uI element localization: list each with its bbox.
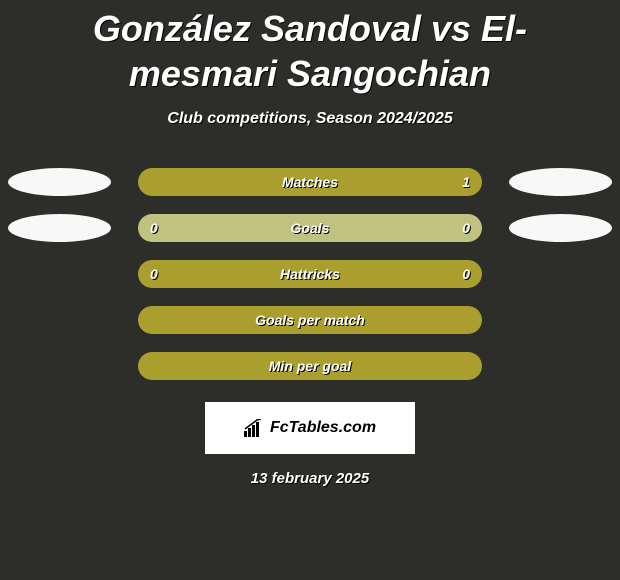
player-left-pill — [8, 168, 111, 196]
player-right-pill — [509, 168, 612, 196]
stat-value-right: 1 — [462, 168, 470, 196]
stat-row-matches: Matches 1 — [0, 168, 620, 196]
stat-label: Goals — [291, 220, 330, 236]
stat-bar: 0 Goals 0 — [138, 214, 482, 242]
stats-container: Matches 1 0 Goals 0 0 Hattricks 0 Goals … — [0, 168, 620, 380]
stat-bar: Min per goal — [138, 352, 482, 380]
page-subtitle: Club competitions, Season 2024/2025 — [0, 110, 620, 128]
stat-bar: Goals per match — [138, 306, 482, 334]
page-title: González Sandoval vs El-mesmari Sangochi… — [0, 0, 620, 96]
stat-value-right: 0 — [462, 214, 470, 242]
stat-label: Hattricks — [280, 266, 340, 282]
player-right-pill — [509, 214, 612, 242]
brand-text: FcTables.com — [270, 419, 376, 437]
stat-row-goals-per-match: Goals per match — [0, 306, 620, 334]
stat-label: Min per goal — [269, 358, 351, 374]
stat-row-min-per-goal: Min per goal — [0, 352, 620, 380]
stat-value-right: 0 — [462, 260, 470, 288]
player-left-pill — [8, 214, 111, 242]
stat-bar: 0 Hattricks 0 — [138, 260, 482, 288]
stat-row-hattricks: 0 Hattricks 0 — [0, 260, 620, 288]
stat-value-left: 0 — [150, 214, 158, 242]
stat-label: Goals per match — [255, 312, 365, 328]
chart-icon — [244, 419, 266, 437]
brand-logo: FcTables.com — [205, 402, 415, 454]
stat-row-goals: 0 Goals 0 — [0, 214, 620, 242]
stat-value-left: 0 — [150, 260, 158, 288]
stat-label: Matches — [282, 174, 338, 190]
stat-bar: Matches 1 — [138, 168, 482, 196]
footer-date: 13 february 2025 — [0, 470, 620, 487]
